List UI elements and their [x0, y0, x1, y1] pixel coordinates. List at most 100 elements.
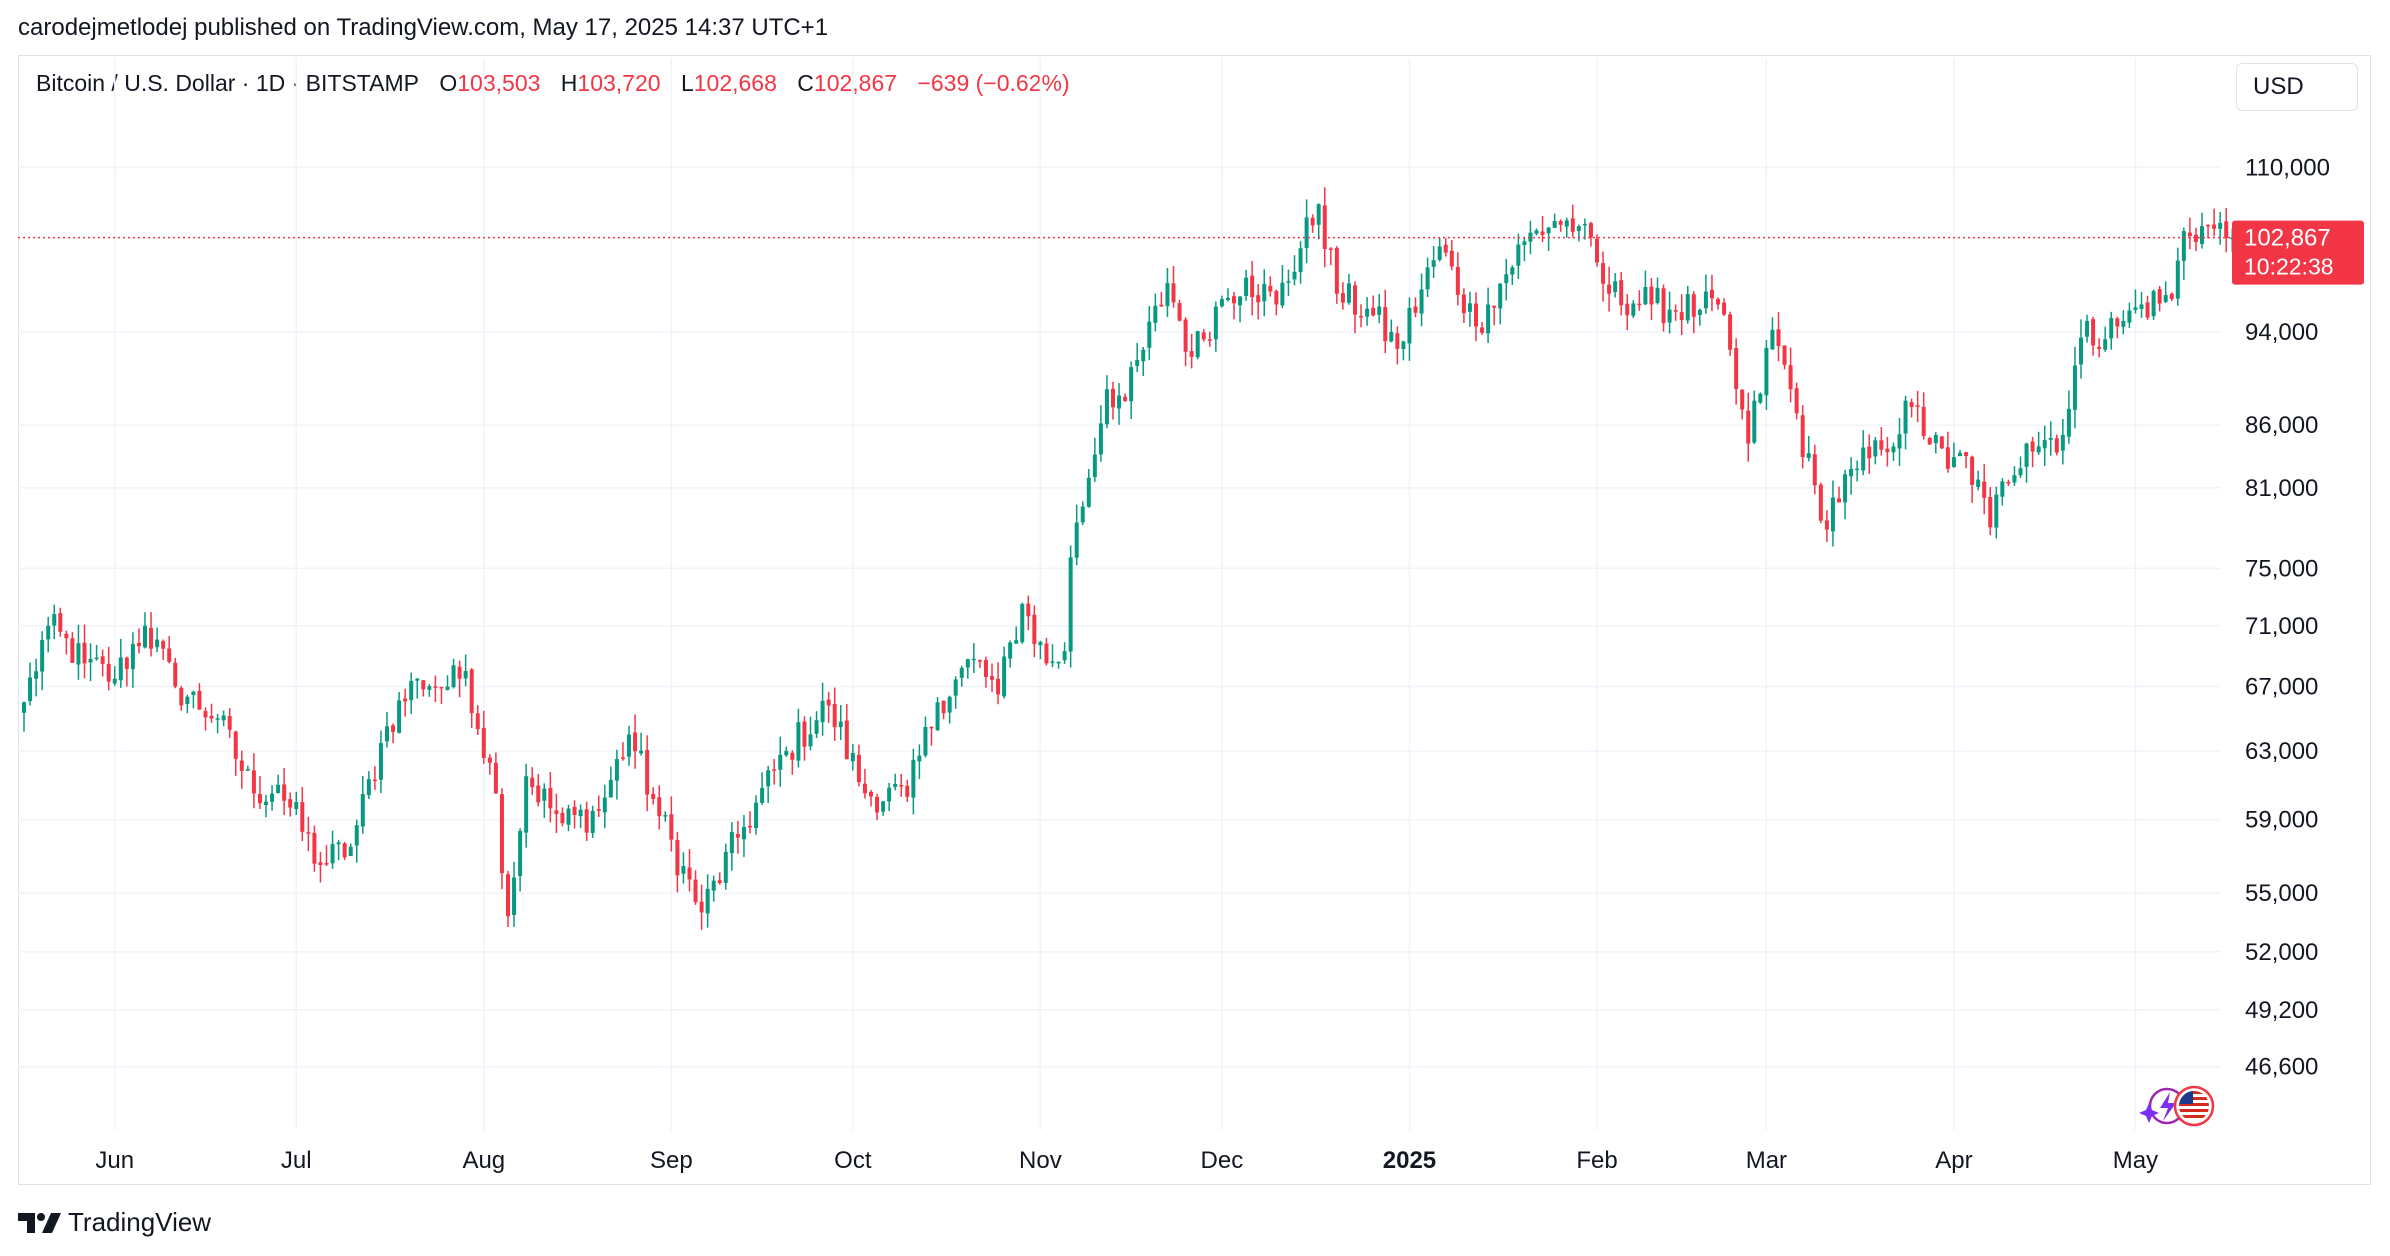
candle-body — [1728, 314, 1733, 350]
candle-body — [1286, 281, 1291, 283]
candle-body — [409, 680, 414, 701]
candle-body — [1619, 280, 1624, 306]
candle-body — [1770, 329, 1775, 350]
x-tick-label: Sep — [650, 1147, 693, 1174]
candle-body — [917, 755, 922, 762]
candle-body — [360, 793, 365, 827]
candle-body — [814, 720, 819, 734]
candle-body — [760, 787, 765, 803]
currency-button[interactable]: USD — [2236, 63, 2358, 111]
y-tick-label: 52,000 — [2245, 939, 2318, 966]
candle-body — [52, 614, 57, 626]
open-label: O — [439, 70, 458, 96]
candle-body — [1135, 360, 1140, 366]
candle-body — [893, 783, 898, 787]
candle-body — [657, 797, 662, 817]
candle-body — [1933, 435, 1938, 444]
candle-body — [469, 669, 474, 714]
candle-body — [1830, 497, 1835, 532]
candle-body — [1806, 453, 1811, 458]
candle-body — [1558, 221, 1563, 225]
chart-frame — [18, 55, 2371, 1185]
candle-body — [1419, 289, 1424, 314]
candle-body — [1449, 250, 1454, 267]
candle-body — [179, 687, 184, 706]
tradingview-brand[interactable]: TradingView — [18, 1207, 211, 1238]
candle-body — [1365, 308, 1370, 317]
candle-body — [566, 808, 571, 825]
candle-body — [1322, 205, 1327, 249]
candle-body — [1679, 312, 1684, 321]
candle-body — [451, 665, 456, 688]
candle-body — [227, 716, 232, 730]
candle-body — [941, 700, 946, 714]
y-tick-label: 86,000 — [2245, 412, 2318, 439]
candle-body — [2066, 408, 2071, 437]
candle-body — [1824, 520, 1829, 530]
candle-body — [439, 686, 444, 689]
candle-body — [996, 678, 1001, 695]
candle-body — [2024, 443, 2029, 467]
candle-body — [155, 639, 160, 648]
us-flag-icon[interactable] — [2173, 1085, 2215, 1127]
candle-body — [711, 880, 716, 891]
candle-body — [524, 776, 529, 833]
event-icons[interactable] — [2139, 1085, 2215, 1127]
x-tick-label: Jul — [281, 1147, 312, 1174]
bar-countdown: 10:22:38 — [2244, 254, 2334, 280]
candle-body — [1395, 333, 1400, 349]
candle-body — [463, 671, 468, 679]
time-axis[interactable]: Jun Jul Aug Sep Oct Nov Dec 2025 Feb Mar Apr May — [95, 1147, 2158, 1174]
candle-body — [723, 851, 728, 883]
candle-body — [1740, 389, 1745, 410]
publisher-line: carodejmetlodej published on TradingView… — [18, 14, 829, 41]
candle-body — [778, 754, 783, 770]
y-tick-label: 94,000 — [2245, 319, 2318, 346]
candle-body — [191, 691, 196, 695]
candle-body — [2163, 295, 2168, 302]
price-axis[interactable]: 110,000 94,000 86,000 81,000 75,000 71,000 67,… — [2245, 154, 2330, 1080]
candle-body — [378, 743, 383, 780]
candle-body — [923, 727, 928, 756]
candle-body — [372, 779, 377, 782]
candle-body — [560, 812, 565, 824]
candle-body — [1885, 448, 1890, 453]
candle-body — [2054, 438, 2059, 453]
candle-body — [306, 832, 311, 834]
candle-body — [493, 762, 498, 794]
candle-body — [2181, 231, 2186, 261]
candle-body — [233, 731, 238, 759]
candle-body — [257, 793, 262, 804]
candle-body — [905, 785, 910, 797]
candle-body — [2048, 437, 2053, 440]
candle-body — [717, 880, 722, 883]
candle-body — [1909, 402, 1914, 408]
candle-body — [76, 643, 81, 665]
candle-body — [245, 769, 250, 771]
candle-body — [1595, 238, 1599, 263]
symbol-legend: Bitcoin / U.S. Dollar · 1D · BITSTAMP O1… — [36, 70, 1070, 97]
candle-body — [1582, 223, 1587, 226]
candle-body — [875, 796, 880, 813]
candle-body — [2175, 260, 2180, 299]
candle-body — [518, 830, 523, 877]
candle-body — [336, 842, 341, 845]
candle-body — [397, 700, 402, 733]
candle-body — [415, 678, 420, 681]
candle-body — [705, 888, 710, 914]
candle-body — [1201, 332, 1206, 340]
candle-body — [1794, 388, 1799, 414]
candle-body — [1244, 277, 1249, 297]
candle-body — [276, 784, 281, 794]
candle-body — [832, 704, 837, 728]
candle-body — [1685, 294, 1690, 321]
candle-body — [2157, 289, 2162, 304]
candle-body — [1982, 481, 1987, 498]
candle-body — [1467, 303, 1472, 312]
candle-body — [239, 760, 244, 771]
candles — [22, 187, 2235, 930]
candle-body — [530, 777, 535, 788]
candle-body — [1951, 457, 1956, 467]
x-tick-label: 2025 — [1383, 1147, 1436, 1174]
